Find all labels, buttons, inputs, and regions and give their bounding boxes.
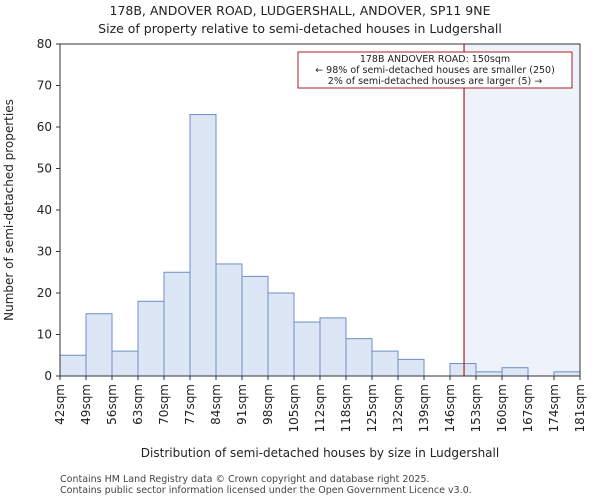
x-tick-label: 112sqm bbox=[313, 384, 327, 432]
y-tick-label: 80 bbox=[37, 37, 52, 51]
x-tick-label: 42sqm bbox=[53, 384, 67, 425]
bar-112sqm bbox=[319, 317, 347, 377]
larger-region-highlight bbox=[464, 44, 580, 376]
bar-118sqm bbox=[345, 338, 373, 377]
y-tick-label: 60 bbox=[37, 120, 52, 134]
bar-91sqm bbox=[241, 275, 269, 377]
chart-subtitle: Size of property relative to semi-detach… bbox=[98, 21, 502, 36]
x-tick-label: 91sqm bbox=[235, 384, 249, 425]
x-tick-label: 105sqm bbox=[287, 384, 301, 432]
x-tick-label: 167sqm bbox=[521, 384, 535, 432]
x-tick-label: 77sqm bbox=[183, 384, 197, 425]
y-tick-label: 40 bbox=[37, 203, 52, 217]
footer-line-2: Contains public sector information licen… bbox=[60, 485, 472, 496]
bar-153sqm bbox=[475, 371, 503, 377]
bar-125sqm bbox=[371, 350, 399, 377]
x-tick-label: 132sqm bbox=[391, 384, 405, 432]
y-tick-label: 50 bbox=[37, 162, 52, 176]
x-tick-label: 84sqm bbox=[209, 384, 223, 425]
x-tick-label: 153sqm bbox=[469, 384, 483, 432]
x-tick-label: 146sqm bbox=[443, 384, 457, 432]
x-tick-label: 63sqm bbox=[131, 384, 145, 425]
bar-70sqm bbox=[163, 271, 191, 377]
y-tick-label: 10 bbox=[37, 328, 52, 342]
bar-56sqm bbox=[111, 350, 139, 377]
bar-42sqm bbox=[59, 354, 87, 377]
x-tick-label: 174sqm bbox=[547, 384, 561, 432]
bar-77sqm bbox=[189, 114, 217, 377]
x-tick-label: 56sqm bbox=[105, 384, 119, 425]
y-axis-title: Number of semi-detached properties bbox=[2, 99, 16, 321]
x-tick-label: 160sqm bbox=[495, 384, 509, 432]
bar-105sqm bbox=[293, 321, 321, 377]
y-tick-label: 20 bbox=[37, 286, 52, 300]
bar-132sqm bbox=[397, 358, 425, 377]
x-tick-label: 70sqm bbox=[157, 384, 171, 425]
x-tick-label: 118sqm bbox=[339, 384, 353, 432]
footer-line-1: Contains HM Land Registry data © Crown c… bbox=[60, 474, 430, 485]
annotation-line-1: 178B ANDOVER ROAD: 150sqm bbox=[360, 54, 510, 65]
bar-63sqm bbox=[137, 300, 165, 377]
x-tick-label: 125sqm bbox=[365, 384, 379, 432]
bar-84sqm bbox=[215, 263, 243, 377]
x-tick-label: 181sqm bbox=[573, 384, 587, 432]
x-tick-label: 49sqm bbox=[79, 384, 93, 425]
bar-160sqm bbox=[501, 367, 529, 377]
bar-49sqm bbox=[85, 313, 113, 377]
chart-title: 178B, ANDOVER ROAD, LUDGERSHALL, ANDOVER… bbox=[109, 3, 491, 18]
annotation-box bbox=[297, 51, 573, 89]
x-axis-title: Distribution of semi-detached houses by … bbox=[141, 446, 499, 460]
y-tick-label: 0 bbox=[44, 369, 52, 383]
bar-174sqm bbox=[553, 371, 581, 377]
y-tick-label: 70 bbox=[37, 79, 52, 93]
annotation-line-2: ← 98% of semi-detached houses are smalle… bbox=[315, 65, 555, 76]
bar-146sqm bbox=[449, 363, 477, 377]
bar-98sqm bbox=[267, 292, 295, 377]
annotation-line-3: 2% of semi-detached houses are larger (5… bbox=[328, 76, 542, 87]
y-tick-label: 30 bbox=[37, 245, 52, 259]
x-tick-label: 139sqm bbox=[417, 384, 431, 432]
x-tick-label: 98sqm bbox=[261, 384, 275, 425]
